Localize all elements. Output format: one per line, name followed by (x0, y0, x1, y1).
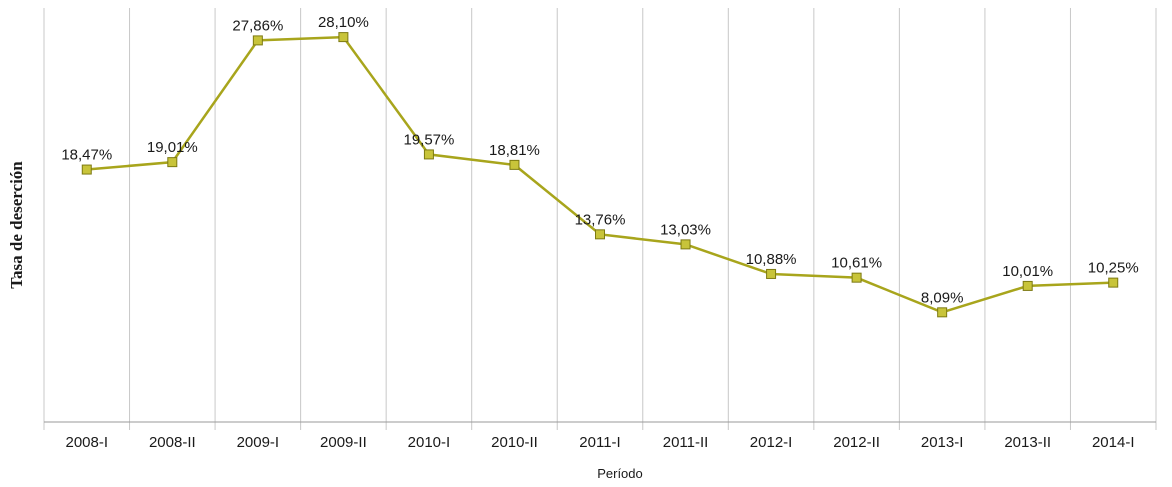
x-tick-label: 2012-I (750, 434, 793, 451)
data-point-marker (1108, 277, 1119, 288)
x-tick-label: 2008-I (65, 434, 108, 451)
data-point-marker (1022, 280, 1033, 291)
x-tick-label: 2013-II (1004, 434, 1051, 451)
data-label: 18,47% (61, 147, 112, 164)
x-tick-label: 2009-II (320, 434, 367, 451)
data-point-marker (680, 239, 691, 250)
data-point-marker (252, 35, 263, 46)
x-tick-label: 2011-II (663, 434, 709, 451)
y-axis-title: Tasa de deserción (7, 161, 26, 289)
series-markers (81, 32, 1119, 318)
vertical-gridlines (43, 8, 1157, 430)
data-point-marker (167, 157, 178, 168)
data-point-marker (338, 32, 349, 43)
x-tick-label: 2011-I (579, 434, 620, 451)
data-point-marker (595, 229, 605, 240)
x-tick-label: 2010-I (408, 434, 451, 451)
x-tick-label: 2010-II (491, 434, 538, 451)
x-tick-label: 2014-I (1092, 434, 1135, 451)
x-axis-title: Período (597, 466, 643, 481)
series-line (86, 35, 1114, 314)
data-labels: 18,47% 19,01% 27,86% 28,10% 19,57% 18,81% 13,7… (61, 14, 1138, 306)
x-tick-label: 2009-I (237, 434, 280, 451)
data-label: 19,01% (147, 139, 198, 156)
data-point-marker (509, 159, 520, 170)
data-label: 13,76% (575, 211, 626, 228)
x-tick-label: 2012-II (833, 434, 880, 451)
data-label: 18,81% (489, 142, 540, 159)
data-label: 28,10% (318, 14, 369, 31)
x-tick-label: 2013-I (921, 434, 964, 451)
data-label: 8,09% (921, 289, 964, 306)
data-label: 10,25% (1088, 260, 1139, 277)
x-tick-labels: 2008-I 2008-II 2009-I 2009-II 2010-I 2010-II 2… (65, 434, 1134, 451)
x-tick-label: 2008-II (149, 434, 196, 451)
data-label: 19,57% (403, 131, 454, 148)
data-point-marker (851, 272, 862, 283)
data-label: 27,86% (232, 17, 283, 34)
data-point-marker (423, 149, 434, 160)
data-label: 10,88% (746, 251, 797, 268)
data-label: 13,03% (660, 221, 711, 238)
data-point-marker (81, 164, 92, 175)
data-label: 10,61% (831, 255, 882, 272)
data-point-marker (766, 268, 777, 279)
data-point-marker (937, 307, 948, 318)
data-label: 10,01% (1002, 263, 1053, 280)
